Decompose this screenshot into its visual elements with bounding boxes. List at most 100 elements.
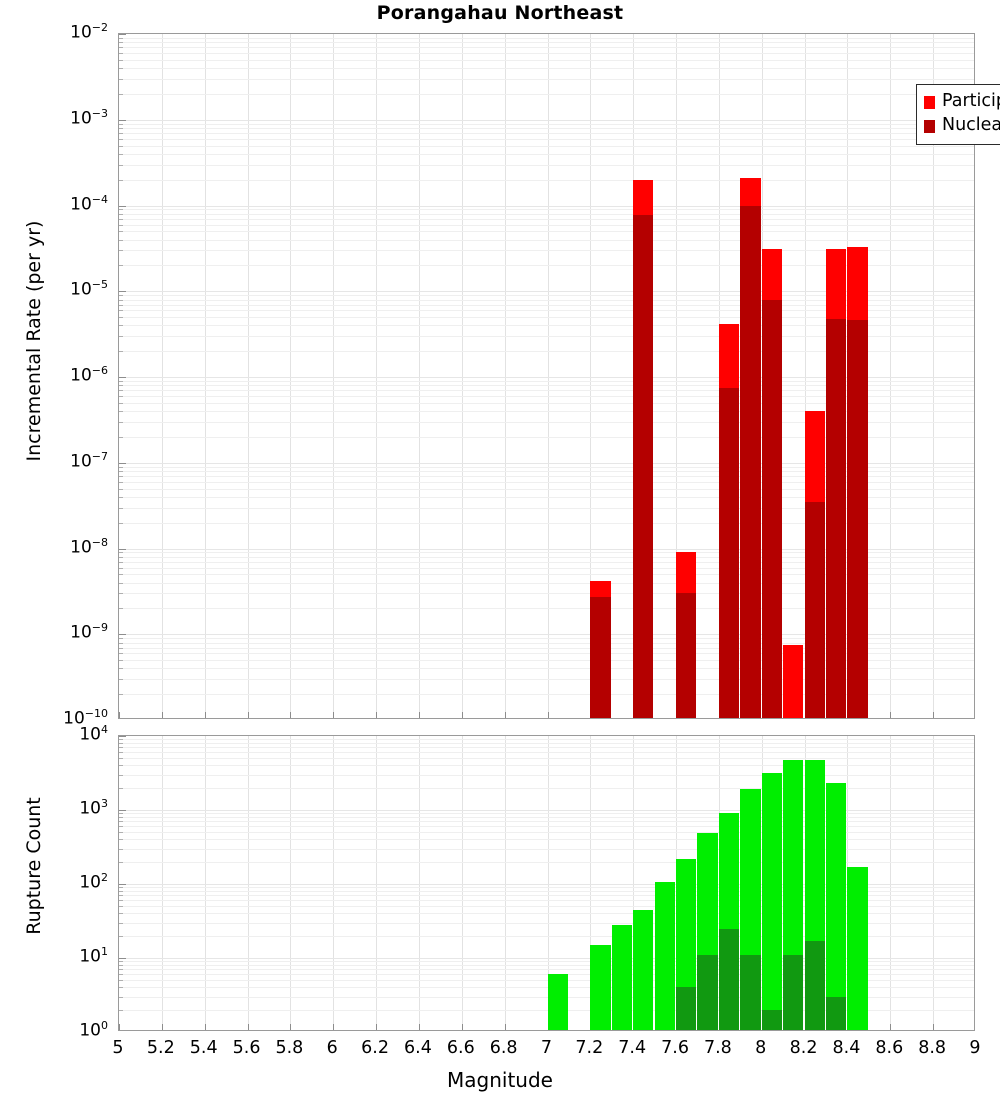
- y-axis-tick-minor: [119, 562, 123, 563]
- gridline-horizontal-minor: [119, 638, 974, 639]
- y-axis-tick-minor: [119, 396, 123, 397]
- x-axis-tick-label: 8.4: [832, 1038, 861, 1058]
- y-axis-tick-minor: [119, 826, 123, 827]
- gridline-vertical: [890, 34, 892, 718]
- x-axis-tick-label: 5.6: [232, 1038, 261, 1058]
- gridline-horizontal-minor: [119, 980, 974, 981]
- gridline-horizontal-minor: [119, 643, 974, 644]
- gridline-horizontal-minor: [119, 471, 974, 472]
- y-axis-tick-minor: [119, 965, 123, 966]
- y-axis-tick-major: [119, 736, 126, 737]
- y-axis-tick-minor: [119, 552, 123, 553]
- y-axis-tick-minor: [119, 997, 123, 998]
- x-axis-tick: [161, 1024, 163, 1030]
- y-axis-tick-minor: [119, 849, 123, 850]
- y-axis-tick-minor: [119, 895, 123, 896]
- gridline-horizontal-minor: [119, 385, 974, 386]
- gridline-horizontal-minor: [119, 961, 974, 962]
- gridline-horizontal-minor: [119, 68, 974, 69]
- y-axis-tick-minor: [119, 743, 123, 744]
- y-axis-tick-minor: [119, 694, 123, 695]
- y-axis-title-bottom: Rupture Count: [23, 797, 45, 935]
- y-axis-tick-minor: [119, 38, 123, 39]
- y-axis-tick-minor: [119, 79, 123, 80]
- y-axis-tick-major: [119, 34, 126, 35]
- gridline-horizontal-minor: [119, 765, 974, 766]
- gridline-horizontal-minor: [119, 974, 974, 975]
- bar-nucleation: [676, 593, 697, 718]
- gridline-horizontal-minor: [119, 568, 974, 569]
- bar-utilized-ruptures: [697, 954, 718, 1030]
- y-axis-tick-minor: [119, 913, 123, 914]
- y-axis-tick-label: 101: [79, 945, 108, 967]
- x-axis-tick: [119, 712, 120, 718]
- y-axis-tick-minor: [119, 53, 123, 54]
- gridline-horizontal-minor: [119, 557, 974, 558]
- bar-nucleation: [804, 501, 825, 718]
- gridline-horizontal-minor: [119, 987, 974, 988]
- bar-utilized-ruptures: [676, 987, 697, 1030]
- x-axis-tick-label: 6.2: [361, 1038, 390, 1058]
- gridline-horizontal-minor: [119, 997, 974, 998]
- gridline-horizontal-minor: [119, 574, 974, 575]
- y-axis-tick-minor: [119, 219, 123, 220]
- y-axis-tick-minor: [119, 568, 123, 569]
- y-axis-tick-minor: [119, 643, 123, 644]
- gridline-vertical: [290, 736, 292, 1030]
- legend-incremental-rate-item: Participation: [924, 90, 1000, 114]
- gridline-vertical: [804, 34, 806, 718]
- gridline-horizontal-minor: [119, 900, 974, 901]
- gridline-vertical: [247, 34, 249, 718]
- y-axis-tick-minor: [119, 214, 123, 215]
- gridline-vertical: [676, 34, 678, 718]
- y-axis-tick-minor: [119, 747, 123, 748]
- x-axis-tick-label: 6: [326, 1038, 338, 1058]
- gridline-vertical: [590, 34, 592, 718]
- y-axis-tick-minor: [119, 891, 123, 892]
- gridline-horizontal-minor: [119, 660, 974, 661]
- y-axis-tick-minor: [119, 906, 123, 907]
- y-axis-tick-minor: [119, 403, 123, 404]
- y-axis-tick-major: [119, 463, 126, 464]
- gridline-horizontal-minor: [119, 887, 974, 888]
- y-axis-tick-minor: [119, 775, 123, 776]
- y-axis-tick-label: 10−3: [70, 106, 108, 129]
- gridline-vertical: [204, 34, 206, 718]
- gridline-horizontal-minor: [119, 758, 974, 759]
- gridline-horizontal-minor: [119, 94, 974, 95]
- x-axis-tick: [504, 712, 506, 718]
- gridline-vertical: [376, 736, 378, 1030]
- y-axis-tick-minor: [119, 788, 123, 789]
- y-axis-tick-minor: [119, 653, 123, 654]
- y-axis-tick-minor: [119, 752, 123, 753]
- y-axis-tick-minor: [119, 987, 123, 988]
- gridline-horizontal-minor: [119, 250, 974, 251]
- y-axis-tick-label: 10−2: [70, 21, 108, 43]
- gridline-vertical: [633, 736, 635, 1030]
- y-axis-tick-minor: [119, 180, 123, 181]
- y-axis-tick-minor: [119, 250, 123, 251]
- y-axis-tick-minor: [119, 300, 123, 301]
- x-axis-tick-label: 7.6: [661, 1038, 689, 1058]
- gridline-horizontal-minor: [119, 300, 974, 301]
- gridline-vertical: [590, 736, 592, 1030]
- y-axis-tick-label: 10−10: [63, 707, 108, 729]
- y-axis-tick-major: [119, 206, 126, 207]
- gridline-horizontal-minor: [119, 403, 974, 404]
- gridline-horizontal-minor: [119, 849, 974, 850]
- gridline-horizontal-minor: [119, 336, 974, 337]
- y-axis-tick-minor: [119, 668, 123, 669]
- y-axis-tick-major: [119, 810, 126, 811]
- bar-utilized-ruptures: [740, 954, 761, 1030]
- x-axis-tick: [461, 1024, 463, 1030]
- gridline-horizontal-minor: [119, 969, 974, 970]
- x-axis-tick-label: 5.2: [146, 1038, 175, 1058]
- bar-available-ruptures: [633, 909, 654, 1030]
- legend-label: Nucleation: [942, 115, 1000, 136]
- gridline-horizontal-major: [119, 810, 974, 811]
- gridline-vertical: [504, 736, 506, 1030]
- x-axis-tick: [461, 712, 463, 718]
- y-axis-tick-minor: [119, 467, 123, 468]
- gridline-vertical: [161, 34, 163, 718]
- gridline-horizontal-major: [119, 206, 974, 207]
